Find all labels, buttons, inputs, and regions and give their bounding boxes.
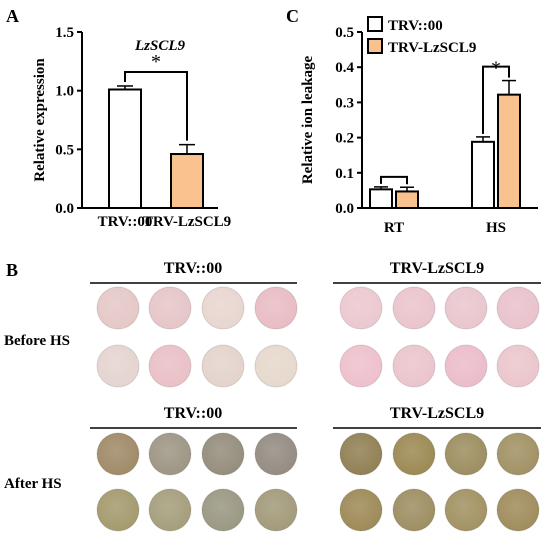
leaf-disc [96, 286, 140, 330]
ion-leakage-chart: 0.0 0.1 0.2 0.3 0.4 0.5 Relative ion leakage RT… [300, 16, 538, 236]
y-tick-label: 0.2 [335, 131, 354, 147]
y-tick-label: 0.5 [55, 142, 74, 158]
significance-star: * [151, 51, 161, 73]
significance-bracket [380, 175, 408, 185]
group-title: TRV-LzSCL9 [390, 405, 484, 422]
row-label-after-hs: After HS [4, 476, 62, 492]
bar-hs-trv00 [471, 140, 495, 210]
y-tick-label: 0.0 [55, 201, 74, 217]
bar-hs-trv-lzscl9 [497, 93, 521, 209]
leaf-disc [254, 286, 298, 330]
leaf-disc [201, 286, 245, 330]
significance-bracket [482, 65, 510, 134]
leaf-disc [339, 488, 383, 532]
group-title: TRV-LzSCL9 [390, 260, 484, 277]
bar-rt-trv00 [369, 188, 393, 209]
leaf-disc [392, 488, 436, 532]
leaf-disc [201, 432, 245, 476]
leaf-disc [339, 432, 383, 476]
leaf-disc [148, 488, 192, 532]
legend-swatch [367, 16, 383, 32]
leaf-disc [392, 432, 436, 476]
leaf-disc [201, 488, 245, 532]
leaf-disc [444, 344, 488, 388]
leaf-disc [201, 344, 245, 388]
leaf-disc [148, 344, 192, 388]
leaf-disc [148, 432, 192, 476]
leaf-disc [339, 344, 383, 388]
group-title: TRV::00 [164, 405, 222, 422]
y-tick-label: 1.5 [55, 25, 74, 41]
y-axis-label: Relative ion leakage [300, 56, 316, 185]
bar-trv00 [108, 88, 142, 209]
significance-star: * [491, 58, 501, 80]
expression-chart: 0.0 0.5 1.0 1.5 Relative expression LzSCL9 TRV… [32, 25, 231, 230]
y-tick-label: 0.0 [335, 201, 354, 217]
leaf-disc [496, 344, 540, 388]
leaf-disc [496, 286, 540, 330]
y-axis-label: Relative expression [32, 58, 48, 182]
y-tick-label: 0.5 [335, 25, 354, 41]
leaf-disc [444, 432, 488, 476]
leaf-disc [339, 286, 383, 330]
x-tick-label: HS [486, 220, 506, 236]
leaf-disc [148, 286, 192, 330]
x-tick-label: TRV::00 [98, 214, 153, 230]
legend-swatch [367, 38, 383, 54]
chart-title: LzSCL9 [134, 38, 186, 54]
x-tick-label: RT [384, 220, 404, 236]
y-tick-label: 0.4 [335, 60, 354, 76]
legend-label: TRV::00 [388, 18, 443, 34]
panel-label-a: A [6, 6, 19, 26]
leaf-disc [96, 432, 140, 476]
panel-label-c: C [286, 6, 299, 26]
leaf-disc [444, 286, 488, 330]
panel-label-b: B [6, 260, 18, 280]
leaf-disc [392, 344, 436, 388]
bar-rt-trv-lzscl9 [395, 190, 419, 209]
leaf-disc [444, 488, 488, 532]
leaf-disc [254, 432, 298, 476]
group-title: TRV::00 [164, 260, 222, 277]
leaf-disc [496, 432, 540, 476]
leaf-disc [254, 344, 298, 388]
significance-bracket [124, 71, 188, 141]
leaf-disc [96, 344, 140, 388]
y-tick-label: 0.1 [335, 166, 354, 182]
leaf-disc [96, 488, 140, 532]
legend-label: TRV-LzSCL9 [388, 40, 476, 56]
y-tick-label: 0.3 [335, 95, 354, 111]
y-tick-label: 1.0 [55, 84, 74, 100]
leaf-disc [254, 488, 298, 532]
bar-trv-lzscl9 [170, 153, 204, 210]
leaf-disc [392, 286, 436, 330]
leaf-disc [496, 488, 540, 532]
x-tick-label: TRV-LzSCL9 [143, 214, 231, 230]
row-label-before-hs: Before HS [4, 333, 70, 349]
